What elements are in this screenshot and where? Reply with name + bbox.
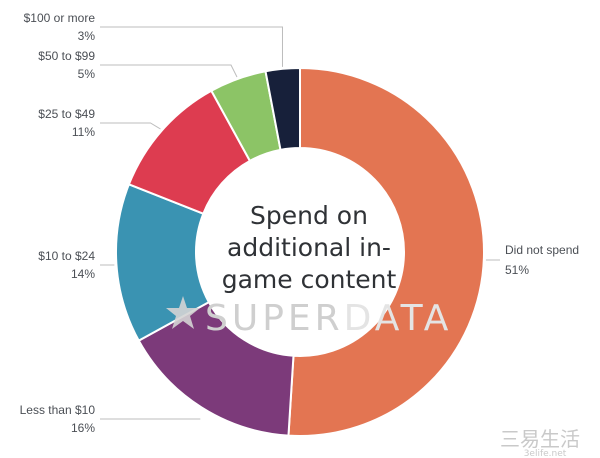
slice-value-less-than-10: 16% <box>71 421 95 435</box>
slice-label-less-than-10: Less than $10 <box>20 403 96 417</box>
slice-label-25-to-49: $25 to $49 <box>38 107 95 121</box>
slice-value-100-or-more: 3% <box>78 29 96 43</box>
slice-value-10-to-24: 14% <box>71 267 95 281</box>
corner-watermark-bottom: 3elife.net <box>524 449 567 458</box>
slice-did-not-spend <box>287 66 485 437</box>
watermark-text: SUPERDATA <box>205 298 452 339</box>
slice-labels-group: Did not spend 51% Less than $10 16% $10 to $… <box>20 11 579 435</box>
watermark-star-icon <box>166 296 200 329</box>
corner-watermark: 三易生活 3elife.net <box>500 427 580 458</box>
slices-group <box>115 66 485 437</box>
slice-label-10-to-24: $10 to $24 <box>38 249 95 263</box>
watermark-super: SUPER <box>205 298 344 339</box>
watermark-data: DATA <box>344 298 453 339</box>
slice-label-100-or-more: $100 or more <box>24 11 96 25</box>
slice-100-or-more <box>264 66 301 152</box>
title-line-2: additional in- <box>227 233 391 262</box>
watermark: SUPERDATA <box>166 296 452 339</box>
leader-line-100-or-more <box>100 26 283 67</box>
slice-value-25-to-49: 11% <box>72 125 95 139</box>
slice-label-50-to-99: $50 to $99 <box>38 49 95 63</box>
leader-lines-group <box>100 26 500 420</box>
chart-title: Spend on additional in- game content <box>222 201 397 294</box>
slice-value-did-not-spend: 51% <box>505 263 529 277</box>
title-line-3: game content <box>222 265 397 294</box>
corner-watermark-top: 三易生活 <box>500 427 580 451</box>
slice-value-50-to-99: 5% <box>78 67 96 81</box>
leader-line-25-to-49 <box>100 122 161 130</box>
title-line-1: Spend on <box>250 201 368 230</box>
leader-line-50-to-99 <box>100 64 238 78</box>
slice-label-did-not-spend: Did not spend <box>505 243 579 257</box>
